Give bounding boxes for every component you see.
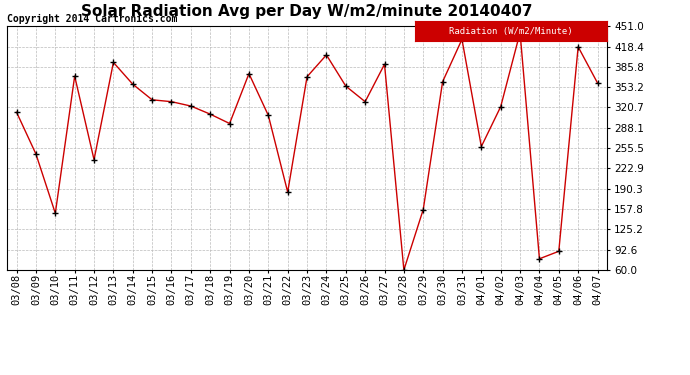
Text: Copyright 2014 Cartronics.com: Copyright 2014 Cartronics.com — [7, 14, 177, 24]
Title: Solar Radiation Avg per Day W/m2/minute 20140407: Solar Radiation Avg per Day W/m2/minute … — [81, 4, 533, 19]
